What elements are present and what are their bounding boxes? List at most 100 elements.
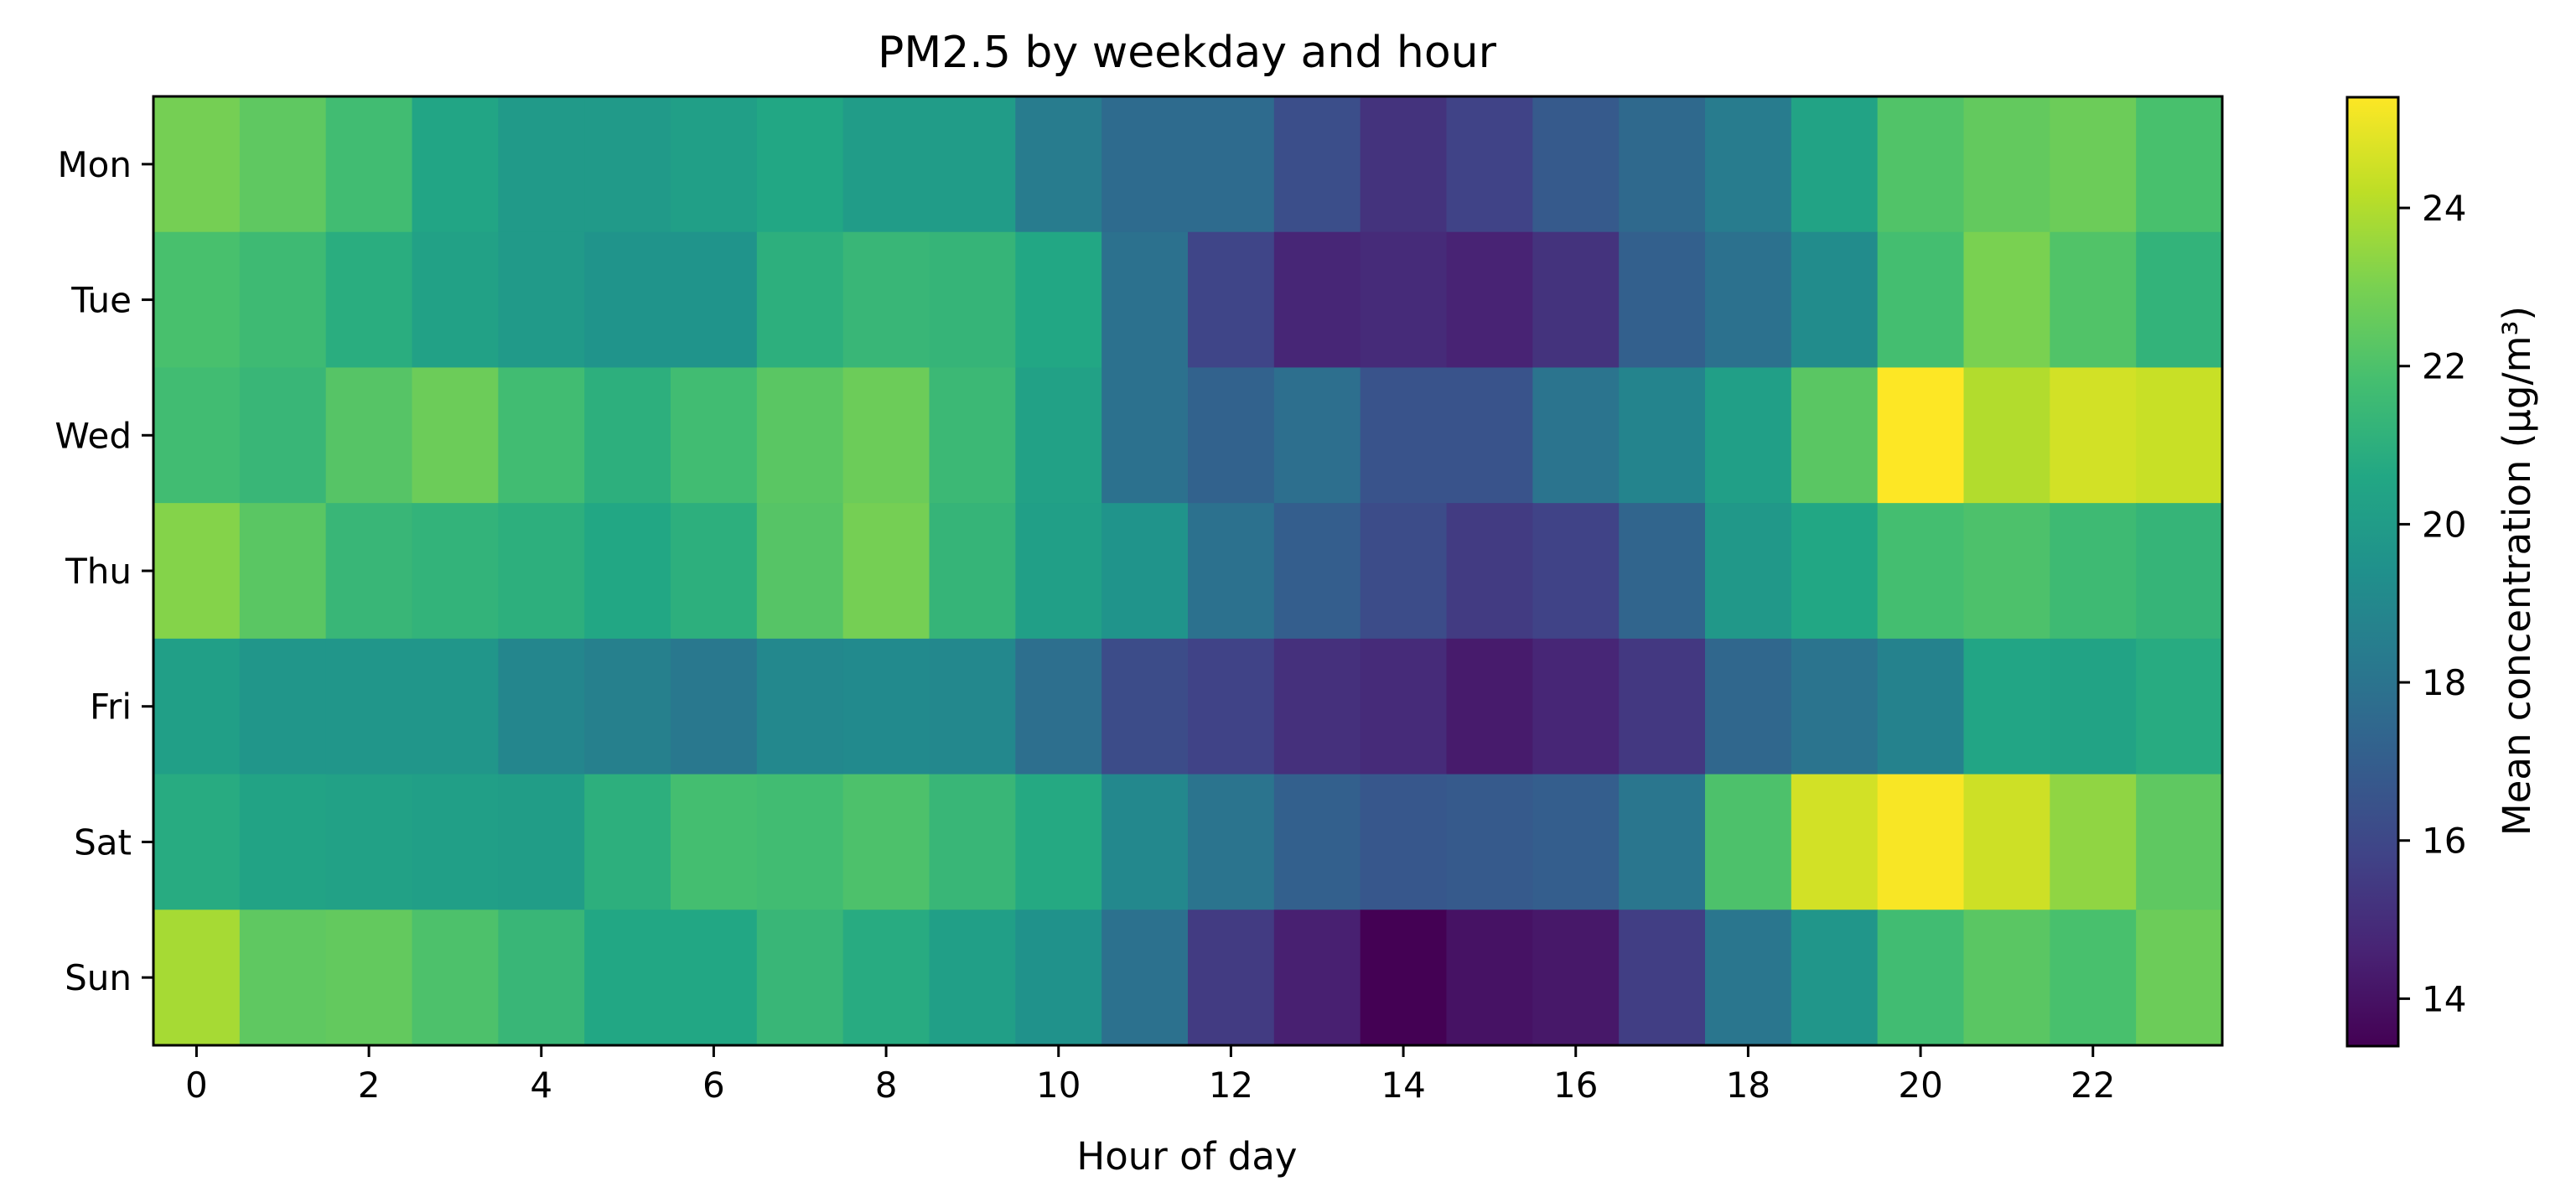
heatmap-cell <box>756 96 844 233</box>
heatmap-cell <box>1101 909 1189 1046</box>
heatmap-cell <box>1446 774 1533 910</box>
heatmap-cell <box>1877 96 1965 233</box>
heatmap-cell <box>756 503 844 640</box>
heatmap-cell <box>1446 638 1533 775</box>
heatmap-cell <box>1877 774 1965 910</box>
heatmap-cell <box>2136 367 2223 504</box>
heatmap-cell <box>1963 503 2050 640</box>
y-tick-label: Sun <box>65 957 132 998</box>
heatmap-cell <box>498 638 585 775</box>
heatmap-cell <box>671 638 758 775</box>
x-axis-label: Hour of day <box>1076 1134 1297 1179</box>
x-tick-label: 20 <box>1898 1065 1942 1106</box>
colorbar-label: Mean concentration (µg/m³) <box>2495 306 2539 836</box>
heatmap-cell <box>1015 96 1102 233</box>
heatmap-cell <box>671 774 758 910</box>
heatmap-cell <box>1188 231 1275 369</box>
heatmap-cell <box>1015 367 1102 504</box>
heatmap-cell <box>1188 774 1275 910</box>
heatmap-cell <box>584 231 671 369</box>
heatmap-cell <box>325 909 413 1046</box>
heatmap-cell <box>498 367 585 504</box>
heatmap-cell <box>2050 909 2137 1046</box>
heatmap-cell <box>1791 503 1879 640</box>
heatmap-cell <box>239 503 327 640</box>
heatmap-cell <box>239 96 327 233</box>
heatmap-cell <box>1619 367 1706 504</box>
x-tick-label: 6 <box>702 1065 725 1106</box>
x-tick-label: 2 <box>358 1065 381 1106</box>
heatmap-cell <box>2050 231 2137 369</box>
x-tick-label: 0 <box>185 1065 208 1106</box>
heatmap-cell <box>1273 638 1361 775</box>
heatmap-cell <box>1963 231 2050 369</box>
heatmap-cell <box>412 503 499 640</box>
heatmap-cell <box>756 367 844 504</box>
heatmap-cell <box>1446 96 1533 233</box>
heatmap-cell <box>325 774 413 910</box>
heatmap-cell <box>1360 367 1448 504</box>
heatmap-cell <box>1877 367 1965 504</box>
heatmap-cell <box>584 909 671 1046</box>
heatmap-cell <box>1791 909 1879 1046</box>
heatmap-cell <box>153 503 241 640</box>
heatmap-cell <box>1101 503 1189 640</box>
heatmap-cell <box>1532 231 1620 369</box>
heatmap-cell <box>1188 909 1275 1046</box>
heatmap-cell <box>929 96 1016 233</box>
heatmap-cell <box>239 774 327 910</box>
heatmap-cell <box>1532 367 1620 504</box>
x-tick-label: 14 <box>1381 1065 1425 1106</box>
heatmap-cell <box>756 638 844 775</box>
heatmap-cell <box>239 231 327 369</box>
colorbar-tick-label: 22 <box>2422 346 2466 387</box>
heatmap-cell <box>1015 909 1102 1046</box>
y-tick-label: Thu <box>65 551 132 592</box>
heatmap-cell <box>1273 503 1361 640</box>
heatmap-cell <box>2136 638 2223 775</box>
heatmap-cell <box>929 367 1016 504</box>
heatmap-cell <box>2050 96 2137 233</box>
heatmap-cell <box>1532 96 1620 233</box>
heatmap-cell <box>929 774 1016 910</box>
heatmap-cell <box>325 638 413 775</box>
heatmap-cell <box>584 96 671 233</box>
x-axis: 0 2 4 6 8 10 12 14 16 18 20 22 <box>185 1045 2115 1106</box>
heatmap-cell <box>1101 367 1189 504</box>
heatmap-cell <box>1791 231 1879 369</box>
heatmap-cell <box>671 96 758 233</box>
heatmap-cell <box>1273 231 1361 369</box>
y-tick-label: Tue <box>70 280 132 321</box>
heatmap-cell <box>2136 774 2223 910</box>
heatmap-cell <box>1101 231 1189 369</box>
heatmap-cell <box>1963 96 2050 233</box>
heatmap-cell <box>153 774 241 910</box>
heatmap-cell <box>1101 96 1189 233</box>
x-tick-label: 8 <box>875 1065 898 1106</box>
heatmap-cell <box>2136 231 2223 369</box>
heatmap-cell <box>153 96 241 233</box>
heatmap-cell <box>584 638 671 775</box>
heatmap-cell <box>1532 909 1620 1046</box>
heatmap-cell <box>412 909 499 1046</box>
heatmap-cell <box>1015 231 1102 369</box>
heatmap-cell <box>2050 638 2137 775</box>
heatmap-cell <box>1619 638 1706 775</box>
heatmap-cell <box>2136 503 2223 640</box>
heatmap-cell <box>1273 774 1361 910</box>
heatmap-cell <box>412 96 499 233</box>
heatmap-cell <box>239 367 327 504</box>
heatmap-cell <box>2050 774 2137 910</box>
heatmap-cell <box>412 638 499 775</box>
heatmap-cell <box>1619 503 1706 640</box>
heatmap-cell <box>1963 909 2050 1046</box>
heatmap-cell <box>842 503 930 640</box>
heatmap-cell <box>1619 96 1706 233</box>
y-tick-label: Fri <box>90 687 132 728</box>
heatmap-cell <box>1791 96 1879 233</box>
heatmap-cell <box>498 96 585 233</box>
heatmap-cell <box>1877 638 1965 775</box>
heatmap-cell <box>1532 503 1620 640</box>
heatmap-cell <box>1446 503 1533 640</box>
heatmap-cell <box>842 638 930 775</box>
